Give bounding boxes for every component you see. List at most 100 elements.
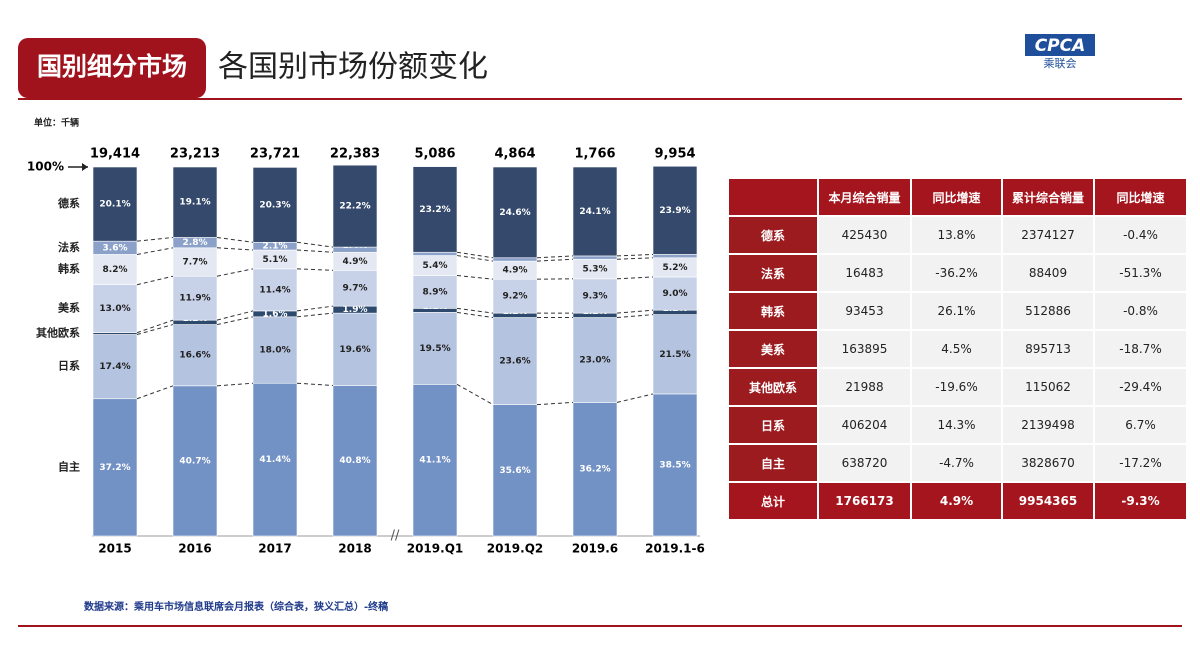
table-cell: 88409 xyxy=(1001,253,1095,293)
value-label: 35.6% xyxy=(499,466,530,476)
connector xyxy=(216,382,254,387)
table-cell: 自主 xyxy=(727,443,819,483)
table-cell: 21988 xyxy=(817,367,912,407)
bar-segment xyxy=(652,165,698,255)
table-cell: -18.7% xyxy=(1093,329,1188,369)
value-label: 23.9% xyxy=(659,206,690,216)
value-label: 16.6% xyxy=(179,351,210,361)
table-cell: 2139498 xyxy=(1001,405,1095,445)
table-cell: -51.3% xyxy=(1093,253,1188,293)
value-label: 5.2% xyxy=(663,263,688,273)
connector xyxy=(296,382,334,386)
bar-segment xyxy=(652,314,698,395)
table-row: 总计 1766173 4.9% 9954365 -9.3% xyxy=(727,481,1188,521)
category-label: 2019.1-6 xyxy=(645,542,705,556)
value-label: 8.2% xyxy=(103,265,128,275)
bar-segment xyxy=(572,317,618,403)
table-cell: 1766173 xyxy=(817,481,912,521)
value-label: 38.5% xyxy=(659,460,690,470)
table-cell: -29.4% xyxy=(1093,367,1188,407)
value-label: 3.6% xyxy=(103,243,128,253)
total-label: 22,383 xyxy=(330,147,380,162)
value-label: 13.0% xyxy=(99,304,130,314)
logo-sub: 乘联会 xyxy=(1044,57,1077,70)
bar-segment xyxy=(492,166,538,259)
series-label: 德系 xyxy=(57,196,80,210)
total-label: 23,721 xyxy=(250,147,300,162)
bar-segment xyxy=(492,404,538,537)
table-cell: 163895 xyxy=(817,329,912,369)
table-cell: 2374127 xyxy=(1001,215,1095,255)
total-label: 4,864 xyxy=(494,147,535,162)
value-label: 20.3% xyxy=(259,200,290,210)
value-label: 40.8% xyxy=(339,456,370,466)
value-label: 23.0% xyxy=(579,355,610,365)
table-row: 日系 406204 14.3% 2139498 6.7% xyxy=(727,405,1188,445)
connector xyxy=(216,268,254,277)
connector xyxy=(216,316,254,326)
value-label: 19.6% xyxy=(339,345,370,355)
bar-segment xyxy=(172,385,218,537)
connector xyxy=(216,247,254,251)
value-label: 5.1% xyxy=(263,255,288,265)
value-label: 4.9% xyxy=(503,266,528,276)
connector xyxy=(616,276,654,280)
table-cell: 韩系 xyxy=(727,291,819,331)
value-label: 9.3% xyxy=(583,291,608,301)
table-cell: 425430 xyxy=(817,215,912,255)
table-cell: -4.7% xyxy=(910,443,1003,483)
bar-segment xyxy=(332,312,378,386)
value-label: 40.7% xyxy=(179,456,210,466)
table-cell: 本月综合销量 xyxy=(817,177,912,217)
connector xyxy=(456,274,494,280)
connector xyxy=(136,247,174,255)
bar-segment xyxy=(572,278,618,314)
value-label: 4.9% xyxy=(343,257,368,267)
bar-segment xyxy=(172,247,218,277)
table-row: 其他欧系 21988 -19.6% 115062 -29.4% xyxy=(727,367,1188,407)
series-label: 法系 xyxy=(58,240,80,254)
category-label: 2019.6 xyxy=(572,542,618,556)
bar-segment xyxy=(172,275,218,321)
table-cell: 总计 xyxy=(727,481,819,521)
total-label: 1,766 xyxy=(574,147,615,162)
connector xyxy=(536,401,574,406)
table-row: 自主 638720 -4.7% 3828670 -17.2% xyxy=(727,443,1188,483)
value-label: 11.9% xyxy=(179,294,210,304)
table-cell: 其他欧系 xyxy=(727,367,819,407)
sales-table: 本月综合销量 同比增速 累计综合销量 同比增速 德系 425430 13.8% 2374127… xyxy=(727,177,1188,521)
bar-segment xyxy=(412,384,458,537)
bar-segment xyxy=(92,284,138,333)
table-cell: 同比增速 xyxy=(1093,177,1188,217)
connector xyxy=(616,314,654,319)
bar-segment xyxy=(652,276,698,311)
table-cell: 16483 xyxy=(817,253,912,293)
connector xyxy=(536,255,574,259)
total-label: 5,086 xyxy=(414,147,455,162)
value-label: 41.4% xyxy=(259,455,290,465)
table-row: 本月综合销量 同比增速 累计综合销量 同比增速 xyxy=(727,177,1188,217)
bar-segment xyxy=(572,166,618,257)
value-label: 17.4% xyxy=(99,362,130,372)
value-label: 36.2% xyxy=(579,465,610,475)
table-cell: -0.4% xyxy=(1093,215,1188,255)
table-cell: 26.1% xyxy=(910,291,1003,331)
value-label: 19.1% xyxy=(179,198,210,208)
table-cell: -0.8% xyxy=(1093,291,1188,331)
bar-segment xyxy=(492,278,538,314)
bar-segment xyxy=(252,382,298,537)
series-label: 其他欧系 xyxy=(36,326,80,340)
table-cell: -36.2% xyxy=(910,253,1003,293)
value-label: 37.2% xyxy=(99,463,130,473)
table-cell: 3828670 xyxy=(1001,443,1095,483)
series-label: 美系 xyxy=(58,301,80,315)
connector xyxy=(296,249,334,253)
value-label: 1.6% xyxy=(263,309,288,319)
bar-segment xyxy=(492,317,538,405)
bar-segment xyxy=(252,268,298,312)
category-label: 2018 xyxy=(338,542,371,556)
connector xyxy=(136,275,174,286)
table-cell: 512886 xyxy=(1001,291,1095,331)
value-label: 23.2% xyxy=(419,205,450,215)
